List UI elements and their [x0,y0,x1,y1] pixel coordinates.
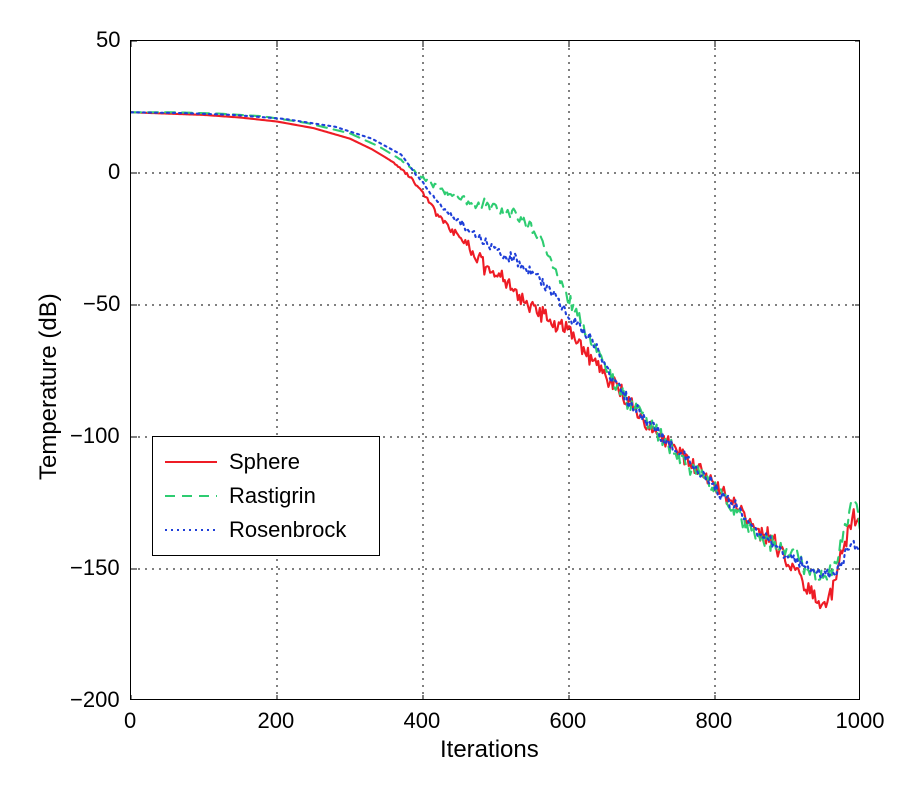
y-tick-label: 50 [96,27,120,53]
y-tick-label: −50 [83,291,120,317]
legend-item: Sphere [163,445,369,479]
figure: Temperature (dB) Iterations Sphere Rastig… [0,0,900,800]
y-tick-label: −100 [70,423,120,449]
legend-label: Sphere [229,449,300,475]
x-axis-label: Iterations [440,736,539,764]
x-tick-label: 0 [124,708,136,734]
x-tick-label: 800 [696,708,733,734]
legend: Sphere Rastigrin Rosenbrock [152,436,380,556]
x-tick-label: 1000 [836,708,885,734]
plot-area [130,40,860,700]
y-tick-label: −150 [70,555,120,581]
legend-swatch [163,486,219,506]
x-tick-label: 400 [404,708,441,734]
y-tick-label: −200 [70,687,120,713]
legend-item: Rosenbrock [163,513,369,547]
legend-swatch [163,520,219,540]
y-axis-label: Temperature (dB) [35,293,63,480]
x-tick-label: 200 [258,708,295,734]
plot-svg [131,41,860,700]
legend-label: Rosenbrock [229,517,346,543]
y-tick-label: 0 [108,159,120,185]
legend-swatch [163,452,219,472]
legend-item: Rastigrin [163,479,369,513]
legend-label: Rastigrin [229,483,316,509]
x-tick-label: 600 [550,708,587,734]
